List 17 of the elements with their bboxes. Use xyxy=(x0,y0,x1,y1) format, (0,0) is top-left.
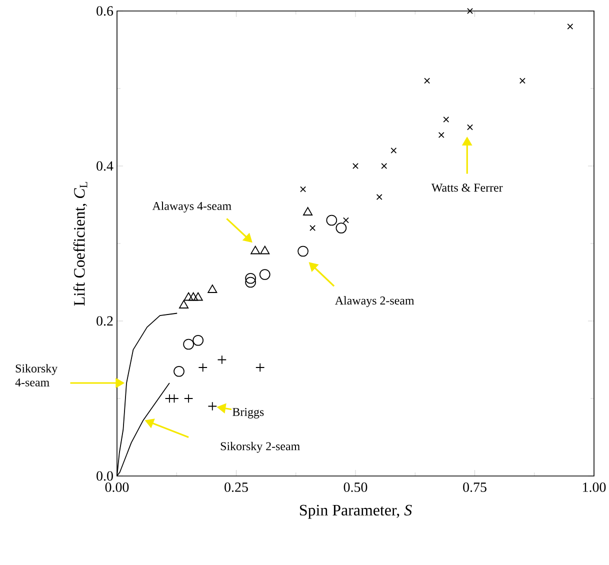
y-tick-label: 0.0 xyxy=(96,471,113,481)
annotation: Alaways 2-seam xyxy=(335,296,414,308)
annotation: Sikorsky 2-seam xyxy=(220,442,300,453)
x-tick-label: 0.75 xyxy=(463,482,486,492)
y-tick-label: 0.6 xyxy=(96,6,114,16)
annotation: Watts & Ferrer xyxy=(431,184,503,192)
x-tick-label: 0.25 xyxy=(224,482,248,492)
y-tick-label: 0.2 xyxy=(96,316,113,326)
annotation: Briggs xyxy=(232,408,264,418)
y-axis-title: Lift Coefficient, C$_{L}$ xyxy=(73,182,88,306)
x-axis-title: Spin Parameter, S xyxy=(300,504,412,519)
x-tick-label: 0.00 xyxy=(105,482,129,492)
x-tick-label: 1.00 xyxy=(583,482,606,492)
y-tick-label: 0.4 xyxy=(96,161,114,171)
annotation: Sikorsky 4-seam xyxy=(15,364,58,386)
x-tick-label: 0.50 xyxy=(344,482,368,492)
annotation: Alaways 4-seam xyxy=(152,202,232,213)
